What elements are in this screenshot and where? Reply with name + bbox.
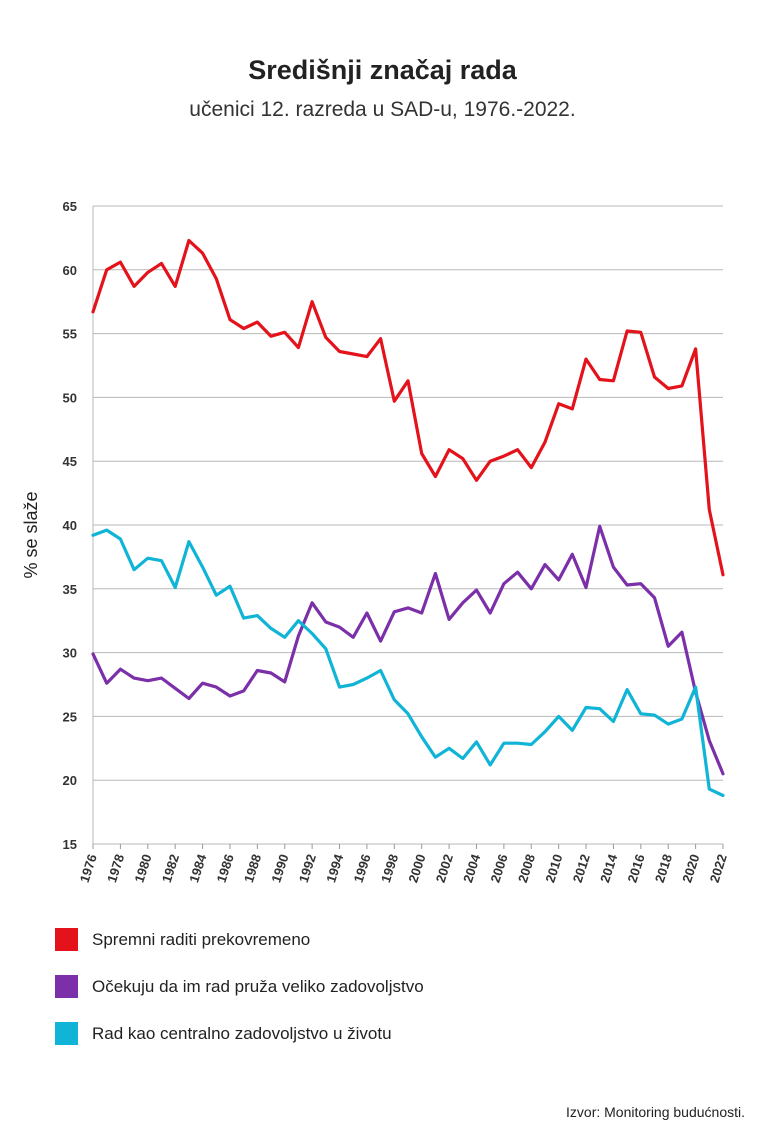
legend-item-satisfaction: Očekuju da im rad pruža veliko zadovoljs… <box>55 975 424 998</box>
x-tick-label: 2004 <box>460 852 483 885</box>
legend-swatch-red <box>55 928 78 951</box>
x-tick-label: 1984 <box>186 852 209 885</box>
x-tick-label: 2006 <box>488 852 511 884</box>
source-note: Izvor: Monitoring budućnosti. <box>566 1104 745 1120</box>
y-tick-label: 30 <box>63 646 77 661</box>
y-tick-label: 25 <box>63 709 77 724</box>
x-tick-label: 2016 <box>624 852 647 884</box>
chart-title: Središnji značaj rada <box>248 55 517 85</box>
y-tick-label: 65 <box>63 199 77 214</box>
y-tick-label: 50 <box>63 390 77 405</box>
y-tick-label: 60 <box>63 263 77 278</box>
x-tick-label: 1990 <box>268 852 291 884</box>
legend: Spremni raditi prekovremeno Očekuju da i… <box>55 928 424 1069</box>
legend-swatch-cyan <box>55 1022 78 1045</box>
x-tick-label: 2002 <box>433 852 456 884</box>
series-line-satisfaction <box>91 524 725 776</box>
y-tick-label: 55 <box>63 327 77 342</box>
x-tick-label: 2000 <box>405 852 428 884</box>
y-axis-label: % se slaže <box>21 491 41 578</box>
y-tick-label: 15 <box>63 837 77 852</box>
x-tick-label: 2008 <box>515 852 538 884</box>
y-tick-label: 45 <box>63 454 77 469</box>
x-tick-label: 1992 <box>296 852 319 884</box>
legend-label: Rad kao centralno zadovoljstvo u životu <box>92 1023 392 1043</box>
legend-swatch-purple <box>55 975 78 998</box>
x-tick-label: 1998 <box>378 852 401 884</box>
y-axis-ticks: 15 20 25 30 35 40 45 50 55 60 65 <box>63 199 77 852</box>
x-tick-label: 1976 <box>77 852 100 884</box>
x-tick-label: 1978 <box>104 852 127 884</box>
x-tick-label: 2010 <box>542 852 565 884</box>
legend-label: Očekuju da im rad pruža veliko zadovoljs… <box>92 976 424 996</box>
grid-lines <box>92 205 723 845</box>
legend-item-central: Rad kao centralno zadovoljstvo u životu <box>55 1022 424 1045</box>
x-tick-label: 1994 <box>323 852 346 885</box>
x-tick-label: 2022 <box>707 852 730 884</box>
legend-label: Spremni raditi prekovremeno <box>92 929 311 949</box>
x-tick-label: 1982 <box>159 852 182 884</box>
y-tick-label: 35 <box>63 582 77 597</box>
x-tick-label: 2020 <box>679 852 702 884</box>
series-line-overtime <box>91 238 725 577</box>
x-tick-label: 1980 <box>131 852 154 884</box>
x-tick-label: 2014 <box>597 852 620 885</box>
series-lines <box>91 238 725 798</box>
x-tick-label: 1996 <box>351 852 374 884</box>
y-tick-label: 40 <box>63 518 77 533</box>
chart-subtitle: učenici 12. razreda u SAD-u, 1976.-2022. <box>189 98 576 121</box>
x-tick-label: 1986 <box>214 852 237 884</box>
y-tick-label: 20 <box>63 773 77 788</box>
legend-item-overtime: Spremni raditi prekovremeno <box>55 928 424 951</box>
x-tick-label: 2012 <box>570 852 593 884</box>
series-line-central <box>91 528 725 798</box>
x-axis-ticks: 1976 1978 1980 1982 1984 1986 1988 1990 1992 1994… <box>77 844 730 884</box>
x-tick-label: 2018 <box>652 852 675 884</box>
x-tick-label: 1988 <box>241 852 264 884</box>
